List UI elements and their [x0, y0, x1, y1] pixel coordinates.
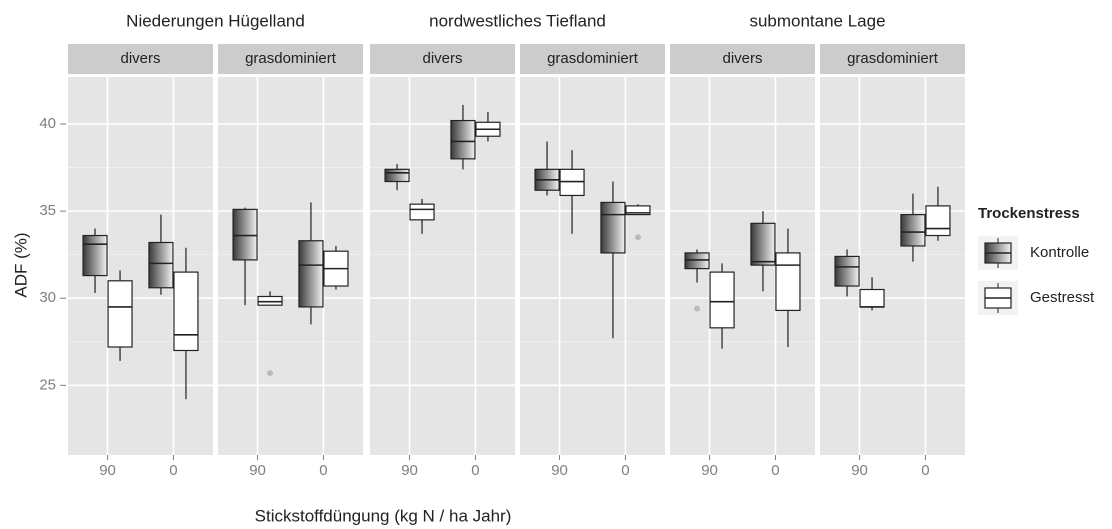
- box: [232, 208, 258, 261]
- strip: [820, 44, 965, 74]
- strip: [68, 44, 213, 74]
- strip: [520, 44, 665, 74]
- box: [409, 203, 435, 221]
- box: [559, 168, 585, 197]
- x-axis-title: Stickstoffdüngung (kg N / ha Jahr): [255, 506, 512, 525]
- y-tick-label: 30: [39, 289, 56, 306]
- box: [82, 234, 108, 277]
- box: [600, 201, 626, 254]
- box: [834, 255, 860, 287]
- y-tick-label: 35: [39, 202, 56, 219]
- box: [900, 214, 926, 247]
- x-tick-label: 90: [551, 462, 568, 479]
- strip-label: divers: [120, 50, 160, 67]
- facet-label: submontane Lage: [749, 11, 885, 30]
- legend-title: Trockenstress: [978, 205, 1080, 222]
- facet-label: nordwestliches Tiefland: [429, 11, 606, 30]
- strip-label: grasdominiert: [547, 50, 639, 67]
- x-tick-label: 90: [249, 462, 266, 479]
- y-axis-title: ADF (%): [11, 232, 30, 297]
- x-tick-label: 0: [319, 462, 327, 479]
- strip: [370, 44, 515, 74]
- outlier: [634, 234, 641, 241]
- strip-label: divers: [422, 50, 462, 67]
- box: [107, 280, 133, 348]
- x-tick-label: 90: [851, 462, 868, 479]
- strip-label: divers: [722, 50, 762, 67]
- panel-background: [520, 77, 665, 455]
- x-tick-label: 0: [621, 462, 629, 479]
- y-tick-label: 25: [39, 376, 56, 393]
- strip-label: grasdominiert: [847, 50, 939, 67]
- x-tick-label: 0: [471, 462, 479, 479]
- box: [709, 271, 735, 329]
- strip: [218, 44, 363, 74]
- box: [625, 205, 651, 216]
- legend-label: Gestresst: [1030, 289, 1095, 306]
- box: [925, 205, 951, 237]
- strip: [670, 44, 815, 74]
- strip-label: grasdominiert: [245, 50, 337, 67]
- outlier: [267, 370, 274, 377]
- box: [298, 240, 324, 308]
- facet-label: Niederungen Hügelland: [126, 11, 305, 30]
- box: [173, 271, 199, 352]
- box: [257, 295, 283, 306]
- panel-background: [370, 77, 515, 455]
- x-tick-label: 90: [99, 462, 116, 479]
- box: [684, 252, 710, 270]
- box: [384, 168, 410, 183]
- box: [450, 119, 476, 160]
- box: [775, 252, 801, 312]
- outlier: [694, 305, 701, 312]
- x-tick-label: 90: [401, 462, 418, 479]
- x-tick-label: 0: [169, 462, 177, 479]
- y-tick-label: 40: [39, 115, 56, 132]
- box: [148, 241, 174, 289]
- legend-label: Kontrolle: [1030, 244, 1089, 261]
- x-tick-label: 90: [701, 462, 718, 479]
- box: [750, 222, 776, 266]
- x-tick-label: 0: [771, 462, 779, 479]
- box: [859, 288, 885, 308]
- x-tick-label: 0: [921, 462, 929, 479]
